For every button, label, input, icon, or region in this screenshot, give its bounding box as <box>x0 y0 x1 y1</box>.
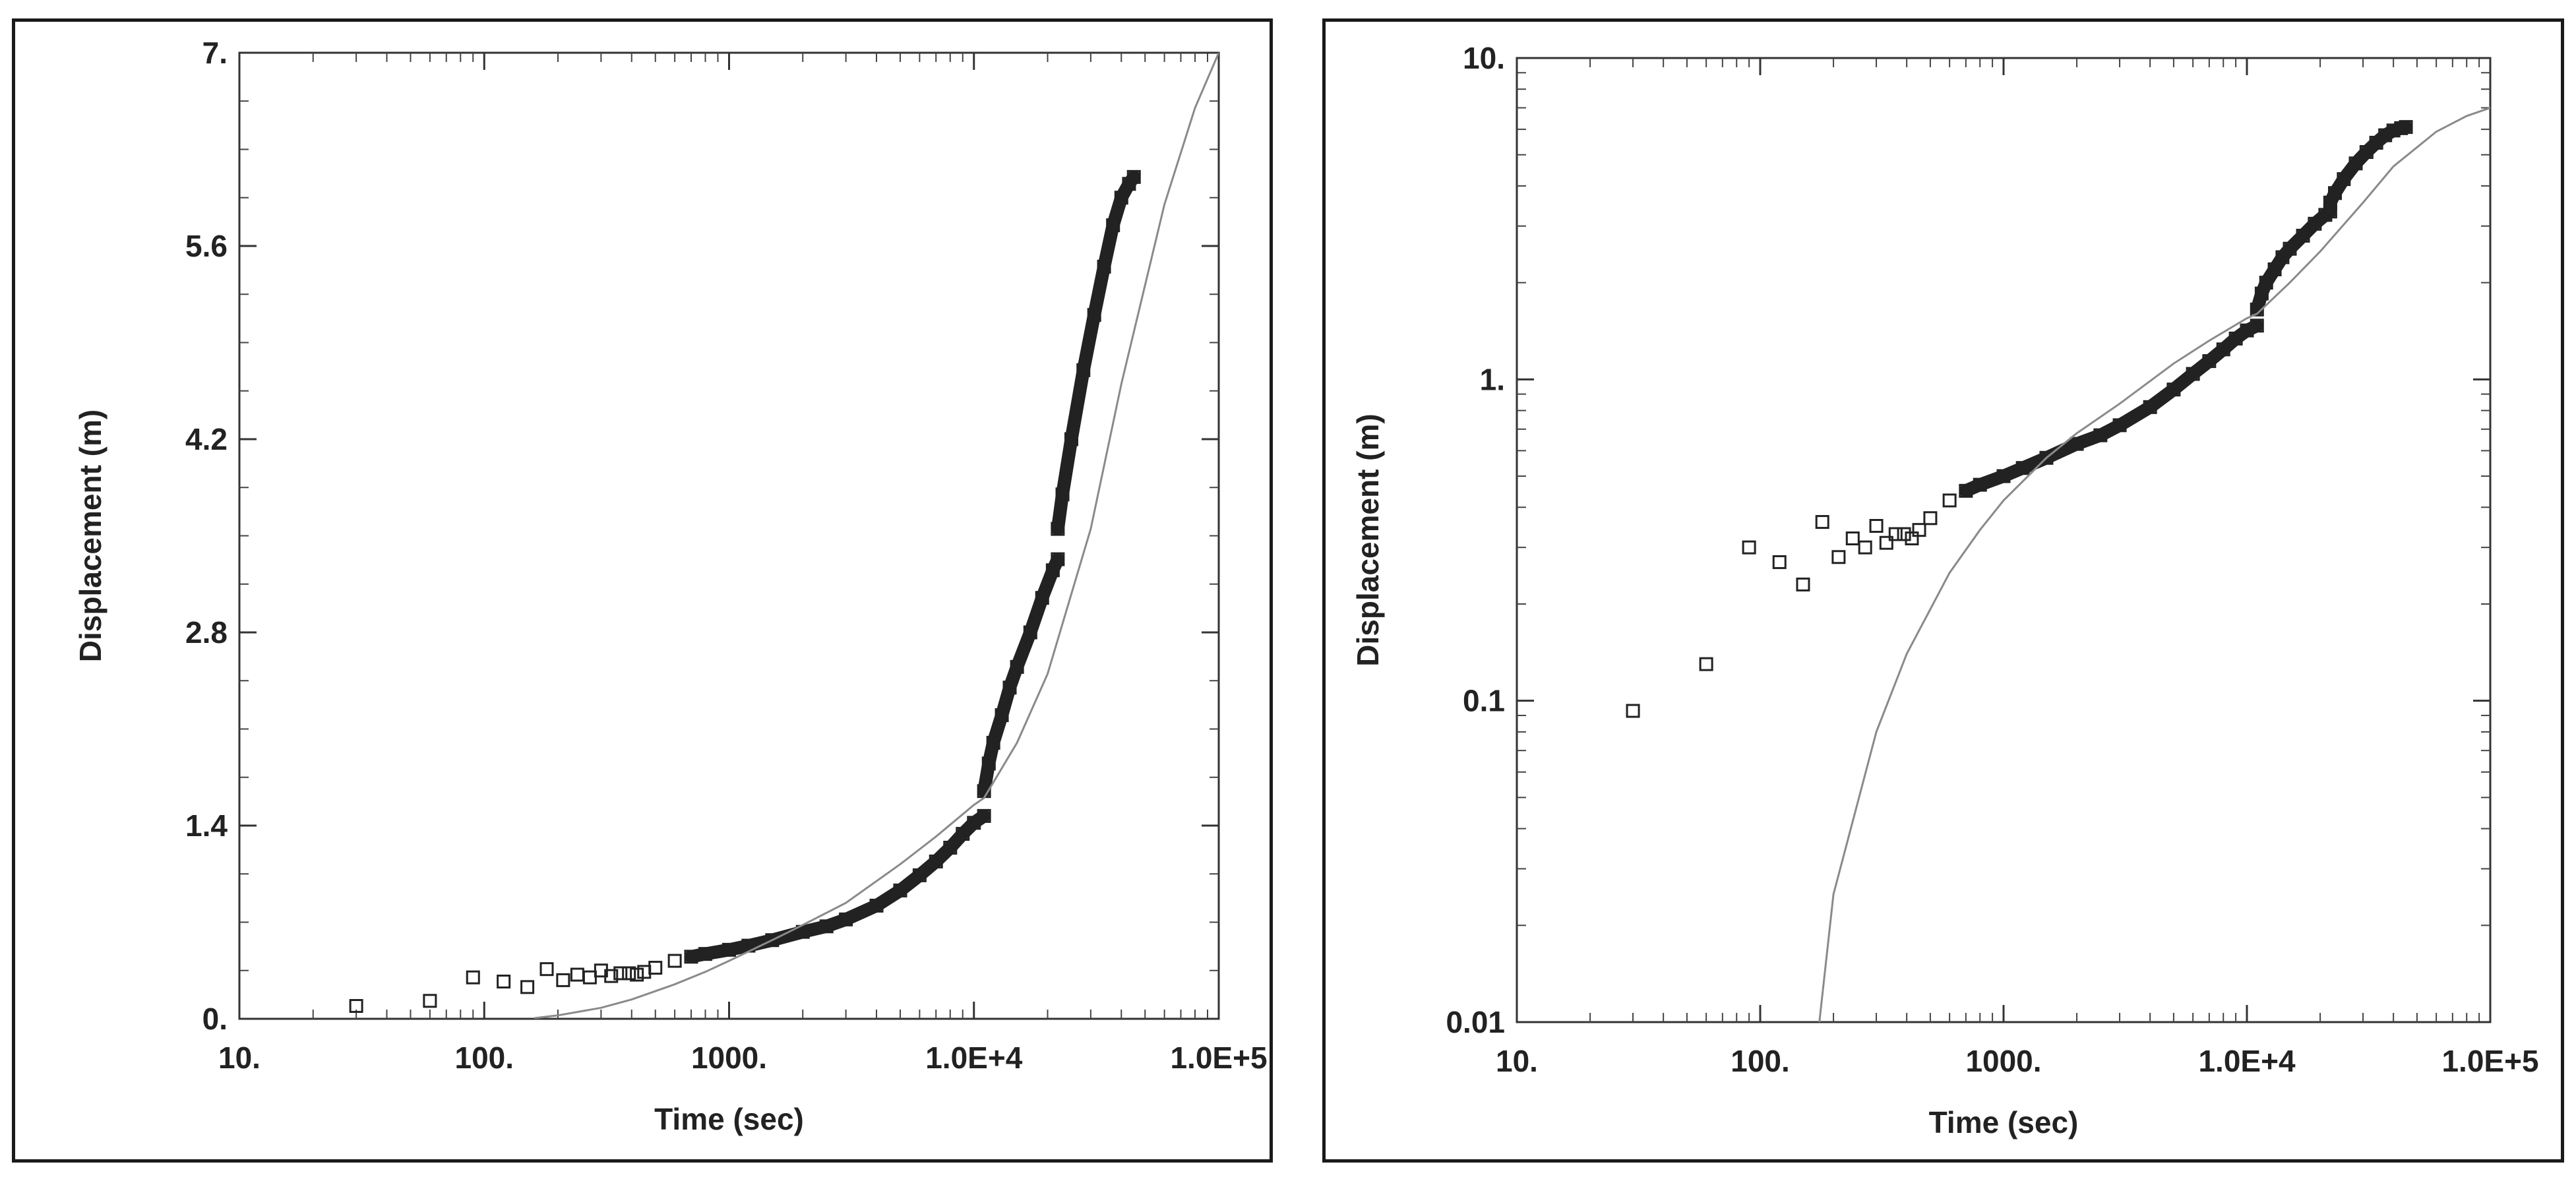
data-point <box>1699 657 1713 671</box>
data-point <box>520 980 535 994</box>
y-axis-title: Displacement (m) <box>1351 413 1385 666</box>
chart-linear-svg: 10. 100. 1000. 1.0E+4 1.0E+5 0. 1.4 2.8 4.2 5.6 7.… <box>73 36 1268 1136</box>
data-point <box>539 962 554 977</box>
dense-data-band <box>685 809 991 963</box>
chart-log-svg: 10. 100. 1000. 1.0E+4 1.0E+5 0.01 0.1 1. 10. Time… <box>1351 41 2539 1139</box>
y-tick-label: 10. <box>1463 41 1505 75</box>
data-point <box>582 970 597 985</box>
x-tick-label: 1.0E+4 <box>2198 1044 2295 1078</box>
data-point <box>423 994 437 1008</box>
dense-data-band <box>1051 170 1141 535</box>
dense-data-band <box>1959 318 2264 498</box>
data-point <box>1845 531 1860 545</box>
data-point <box>466 970 480 985</box>
data-point <box>1879 535 1893 550</box>
data-point <box>1831 550 1846 564</box>
model-fit-curve <box>534 53 1219 1019</box>
x-tick-label: 1000. <box>1965 1044 2041 1078</box>
plot-area-frame <box>238 51 1220 1020</box>
data-point <box>1796 577 1810 592</box>
y-tick-label: 0.01 <box>1446 1005 1505 1039</box>
data-point <box>556 973 570 987</box>
y-tick-label: 1.4 <box>185 808 228 843</box>
data-point <box>1923 511 1938 526</box>
data-point <box>1858 540 1872 555</box>
y-tick-label: 0. <box>202 1002 228 1036</box>
observed-data-series <box>349 169 1141 1014</box>
x-tick-label: 10. <box>1496 1044 1538 1078</box>
data-point <box>604 969 619 983</box>
x-axis-title: Time (sec) <box>1929 1105 2079 1139</box>
x-tick-label: 100. <box>1731 1044 1790 1078</box>
y-tick-label: 7. <box>202 36 228 70</box>
data-point <box>497 974 511 988</box>
y-tick-label: 0.1 <box>1463 684 1505 718</box>
dense-data-band <box>2323 120 2412 210</box>
plot-area-frame <box>1516 57 2492 1023</box>
y-tick-label: 2.8 <box>185 615 228 650</box>
y-tick-label: 5.6 <box>185 229 228 263</box>
minor-ticks <box>1517 58 2490 1022</box>
data-point <box>1626 704 1640 718</box>
data-point <box>630 967 644 982</box>
data-point <box>1912 523 1926 537</box>
y-tick-label: 4.2 <box>185 422 228 456</box>
data-point <box>1742 540 1756 555</box>
data-point <box>667 954 682 968</box>
model-fit-curve <box>1818 107 2490 1022</box>
data-point <box>1869 519 1884 533</box>
data-point <box>1772 555 1787 569</box>
data-point <box>349 999 363 1014</box>
x-tick-label: 1000. <box>691 1041 767 1075</box>
data-point <box>1905 531 1919 545</box>
data-point <box>613 966 628 981</box>
data-point <box>570 967 584 982</box>
dense-data-band <box>2250 204 2337 317</box>
data-point <box>1942 493 1957 508</box>
data-point <box>1815 515 1829 530</box>
data-point <box>1888 527 1903 541</box>
observed-data-series <box>1626 120 2413 718</box>
data-point <box>1897 527 1911 541</box>
data-point <box>622 966 636 981</box>
x-tick-label: 1.0E+5 <box>2441 1044 2538 1078</box>
x-tick-label: 100. <box>454 1041 514 1075</box>
x-tick-label: 1.0E+5 <box>1170 1041 1267 1075</box>
data-point <box>648 961 663 975</box>
x-tick-label: 1.0E+4 <box>925 1041 1022 1075</box>
x-axis-title: Time (sec) <box>654 1102 804 1136</box>
dense-data-band <box>977 553 1064 798</box>
chart-panel-log: 10. 100. 1000. 1.0E+4 1.0E+5 0.01 0.1 1. 10. Time… <box>1322 18 2564 1163</box>
minor-ticks <box>239 52 1219 1019</box>
y-axis-title: Displacement (m) <box>73 410 107 662</box>
y-tick-label: 1. <box>1480 362 1505 396</box>
chart-panel-linear: 10. 100. 1000. 1.0E+4 1.0E+5 0. 1.4 2.8 4.2 5.6 7.… <box>12 18 1273 1163</box>
x-tick-label: 10. <box>218 1041 261 1075</box>
